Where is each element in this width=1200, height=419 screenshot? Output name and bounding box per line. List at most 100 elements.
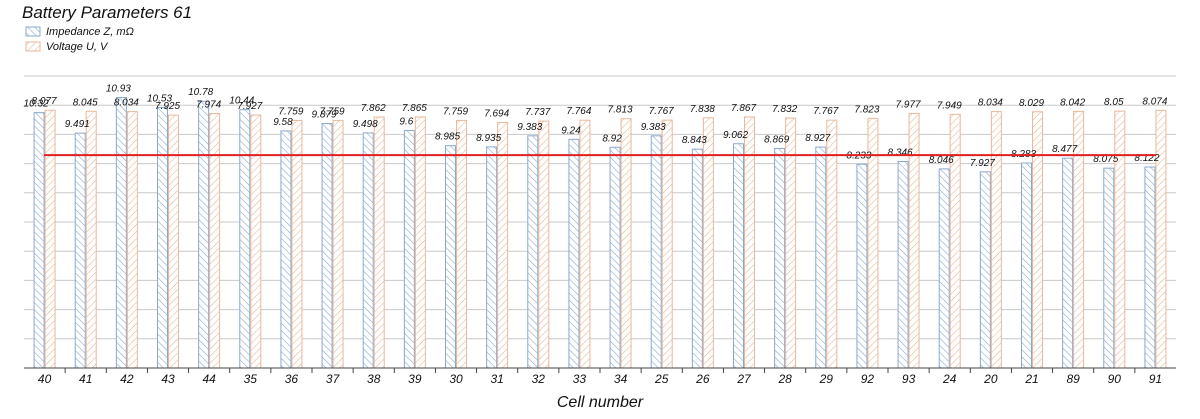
label-voltage: 7.977 <box>896 99 921 110</box>
label-impedance: 9.6 <box>399 116 413 127</box>
bar-impedance <box>733 143 744 369</box>
x-tick-label: 92 <box>861 372 875 386</box>
label-impedance: 10.44 <box>229 96 254 107</box>
bar-voltage <box>85 110 97 369</box>
x-tick-label: 40 <box>38 372 52 386</box>
x-tick-label: 21 <box>1024 372 1038 386</box>
bar-voltage <box>538 120 550 369</box>
label-impedance: 8.843 <box>682 135 707 146</box>
label-impedance: 9.879 <box>312 110 337 121</box>
label-voltage: 7.823 <box>854 104 879 115</box>
bar-voltage <box>456 119 467 369</box>
x-tick-label: 93 <box>902 372 916 386</box>
label-impedance: 9.383 <box>641 122 666 133</box>
bars <box>33 97 1167 369</box>
label-voltage: 8.05 <box>1104 97 1124 108</box>
x-tick-label: 33 <box>573 372 587 386</box>
bar-voltage <box>126 111 138 369</box>
x-tick-label: 32 <box>532 372 546 386</box>
bar-impedance <box>74 132 86 369</box>
bar-impedance <box>239 109 251 369</box>
bar-voltage <box>661 119 673 369</box>
x-tick-label: 89 <box>1066 372 1080 386</box>
label-impedance: 8.869 <box>764 135 789 146</box>
bar-voltage <box>291 119 303 369</box>
label-impedance: 8.122 <box>1134 153 1159 164</box>
bar-impedance <box>568 138 580 369</box>
label-voltage: 8.034 <box>114 98 139 109</box>
label-voltage: 7.925 <box>155 101 180 112</box>
label-impedance: 9.062 <box>723 130 748 141</box>
bar-voltage <box>168 114 179 369</box>
x-tick-label: 38 <box>367 372 381 386</box>
bar-impedance <box>1062 157 1074 369</box>
x-tick-label: 41 <box>79 372 92 386</box>
x-tick-label: 31 <box>490 372 503 386</box>
bar-voltage <box>209 113 221 369</box>
bar-impedance <box>1103 167 1115 369</box>
label-voltage: 8.042 <box>1060 97 1085 108</box>
bar-impedance <box>815 146 827 369</box>
bar-voltage <box>497 121 509 369</box>
label-impedance: 8.92 <box>602 133 622 144</box>
x-tick-label: 27 <box>736 372 752 386</box>
legend: Impedance Z, mΩ Voltage U, V <box>25 26 134 53</box>
label-impedance: 9.383 <box>517 122 542 133</box>
label-impedance: 8.046 <box>929 155 954 166</box>
legend-swatch-impedance <box>25 26 41 37</box>
x-tick-label: 39 <box>408 372 422 386</box>
label-voltage: 8.029 <box>1019 98 1044 109</box>
bar-impedance <box>486 146 498 369</box>
label-voltage: 7.865 <box>402 103 427 114</box>
label-voltage: 7.767 <box>813 106 838 117</box>
bar-impedance <box>198 100 210 369</box>
bar-impedance <box>1144 166 1156 369</box>
label-impedance: 8.985 <box>435 132 460 143</box>
label-voltage: 7.759 <box>278 106 303 117</box>
x-tick-label: 35 <box>244 372 258 386</box>
label-impedance: 10.53 <box>147 93 172 104</box>
label-voltage: 7.813 <box>608 105 633 116</box>
label-impedance: 9.498 <box>353 119 378 130</box>
bar-voltage <box>250 114 262 369</box>
label-impedance: 8.935 <box>476 133 501 144</box>
x-tick-label: 25 <box>654 372 669 386</box>
chart-title: Battery Parameters 61 <box>22 3 192 22</box>
bar-impedance <box>115 97 127 369</box>
label-voltage: 7.862 <box>361 103 386 114</box>
bar-impedance <box>938 168 950 369</box>
label-voltage: 7.737 <box>525 107 550 118</box>
x-tick-label: 37 <box>326 372 341 386</box>
bar-voltage <box>44 109 56 369</box>
label-voltage: 7.759 <box>320 106 345 117</box>
x-tick-label: 28 <box>777 372 792 386</box>
bar-voltage <box>579 119 591 369</box>
bar-voltage <box>990 111 1002 369</box>
bar-impedance <box>979 171 991 369</box>
label-impedance: 8.477 <box>1052 144 1077 155</box>
bar-impedance <box>527 135 539 369</box>
x-tick-label: 20 <box>983 372 998 386</box>
bar-impedance <box>280 130 292 369</box>
x-tick-label: 91 <box>1149 372 1162 386</box>
label-impedance: 10.78 <box>188 87 213 98</box>
bar-impedance <box>33 112 45 369</box>
label-voltage: 7.759 <box>443 106 468 117</box>
bar-voltage <box>1155 109 1167 369</box>
legend-swatch-voltage <box>25 41 41 52</box>
label-impedance: 8.927 <box>805 133 830 144</box>
label-voltage: 7.832 <box>772 104 797 115</box>
label-voltage: 7.767 <box>649 106 674 117</box>
bar-impedance <box>321 123 333 369</box>
label-voltage: 7.694 <box>484 108 509 119</box>
x-axis-label: Cell number <box>557 394 644 411</box>
label-impedance: 9.24 <box>561 125 581 136</box>
gridlines <box>24 75 1176 369</box>
label-impedance: 7.927 <box>970 158 995 169</box>
x-axis: 40 41 42 43 44 35 36 37 38 39 30 31 32 33 34 25 26 27 28 29… <box>24 367 1176 386</box>
label-voltage: 8.077 <box>32 96 57 107</box>
x-tick-label: 24 <box>942 372 957 386</box>
bar-voltage <box>826 119 838 369</box>
bar-impedance <box>897 160 909 369</box>
